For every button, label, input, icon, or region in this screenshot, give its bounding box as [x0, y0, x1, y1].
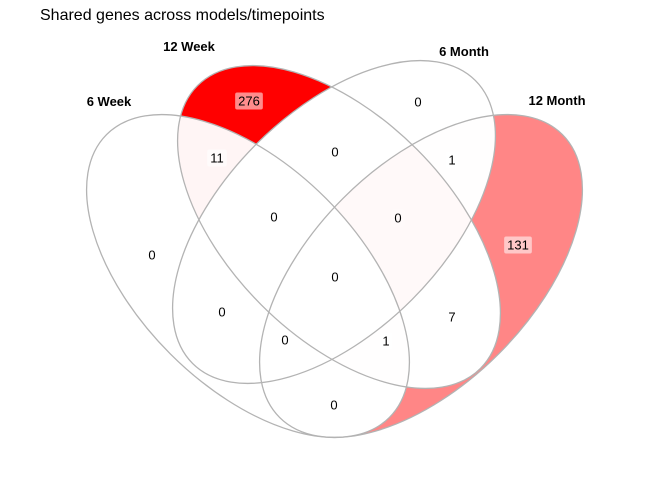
count-box-6w-6m [267, 208, 281, 226]
count-box-6w [145, 246, 159, 264]
count-box-6w-12w [207, 149, 227, 167]
count-box-12w-6m [328, 143, 342, 161]
count-label-all-four: 0 [328, 268, 342, 286]
count-text-6w-12w-6m: 0 [281, 333, 288, 348]
count-label-6m-12m: 1 [445, 151, 459, 169]
count-box-12w-6m-12m [445, 308, 459, 326]
count-label-6w-12w-6m: 0 [278, 331, 292, 349]
set-outline-12-week [176, 64, 502, 390]
count-label-6w-12w: 11 [207, 149, 227, 167]
count-label-12w-12m: 0 [215, 303, 229, 321]
count-text-12m: 131 [507, 238, 529, 253]
set-label-12-week: 12 Week [163, 39, 216, 54]
set-outline-12-month [258, 113, 584, 439]
set-outline-6-week [85, 113, 411, 439]
count-text-6w-12w: 11 [210, 151, 224, 166]
count-box-all-four [328, 268, 342, 286]
count-box-12m [504, 236, 532, 254]
set-label-12-month: 12 Month [528, 93, 585, 108]
count-box-12w-12m [215, 303, 229, 321]
count-text-6w-6m: 0 [270, 210, 277, 225]
count-label-6w-12m: 0 [327, 396, 341, 414]
count-box-6m-12m [445, 151, 459, 169]
count-text-6w: 0 [148, 248, 155, 263]
count-box-6w-12m [327, 396, 341, 414]
count-text-12w-6m: 0 [331, 145, 338, 160]
count-text-12w-12m: 0 [218, 305, 225, 320]
count-text-6w-12w-12m: 1 [382, 334, 389, 349]
set-outline-6-month [171, 59, 497, 385]
set-outlines [85, 59, 584, 439]
count-label-6w-6m: 0 [267, 208, 281, 226]
count-box-12w [235, 92, 263, 110]
count-box-6w-12w-6m [278, 331, 292, 349]
count-labels: 0 276 0 131 11 0 0 0 [145, 92, 532, 414]
count-label-6m: 0 [411, 93, 425, 111]
count-label-6w: 0 [145, 246, 159, 264]
count-label-12w-6m: 0 [328, 143, 342, 161]
count-text-12w: 276 [238, 94, 260, 109]
count-label-6w-6m-12m: 0 [391, 209, 405, 227]
count-label-12w-6m-12m: 7 [445, 308, 459, 326]
count-box-6w-6m-12m [391, 209, 405, 227]
count-text-6w-12m: 0 [330, 398, 337, 413]
count-text-all-four: 0 [331, 270, 338, 285]
set-labels: 6 Week 12 Week 6 Month 12 Month [87, 39, 586, 109]
count-text-6w-6m-12m: 0 [394, 211, 401, 226]
set-label-6-week: 6 Week [87, 94, 132, 109]
chart-title: Shared genes across models/timepoints [40, 7, 325, 24]
set-label-6-month: 6 Month [439, 44, 489, 59]
count-label-6w-12w-12m: 1 [379, 332, 393, 350]
count-text-12w-6m-12m: 7 [448, 310, 455, 325]
count-text-6m-12m: 1 [448, 153, 455, 168]
count-label-12m: 131 [504, 236, 532, 254]
count-text-6m: 0 [414, 95, 421, 110]
count-box-6m [411, 93, 425, 111]
count-label-12w: 276 [235, 92, 263, 110]
count-box-6w-12w-12m [379, 332, 393, 350]
